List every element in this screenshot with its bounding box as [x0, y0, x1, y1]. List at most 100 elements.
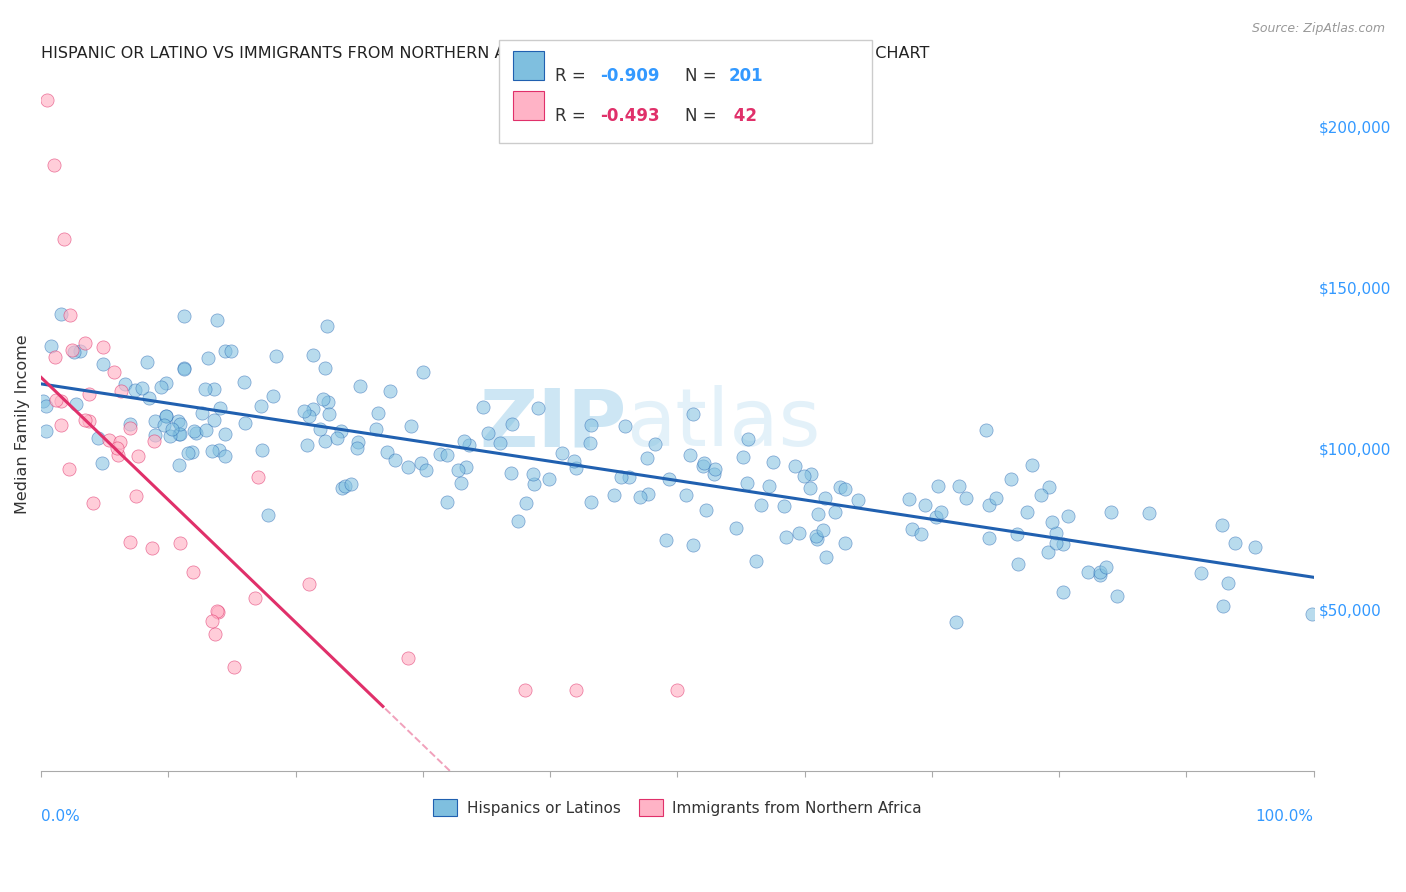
Point	[202, 382, 225, 396]
Point	[35, 400, 58, 414]
Point	[143, 428, 166, 442]
Point	[806, 528, 828, 542]
Point	[682, 408, 704, 422]
Text: N =: N =	[685, 67, 721, 85]
Point	[655, 533, 678, 547]
Text: -0.493: -0.493	[600, 107, 659, 125]
Point	[31, 394, 53, 409]
Point	[207, 605, 229, 619]
Point	[309, 422, 332, 436]
Point	[527, 401, 550, 415]
Point	[214, 449, 236, 463]
Point	[349, 378, 371, 392]
Point	[977, 498, 1000, 512]
Point	[169, 535, 191, 549]
Point	[120, 417, 142, 431]
Point	[160, 422, 183, 436]
Point	[330, 481, 353, 495]
Point	[366, 422, 388, 436]
Point	[925, 510, 948, 524]
Point	[77, 387, 100, 401]
Point	[205, 313, 228, 327]
Point	[477, 425, 499, 440]
Point	[159, 429, 181, 443]
Point	[105, 441, 128, 455]
Point	[292, 404, 315, 418]
Point	[458, 438, 481, 452]
Point	[834, 482, 856, 496]
Text: ZIP: ZIP	[479, 385, 627, 463]
Point	[522, 467, 544, 481]
Legend: Hispanics or Latinos, Immigrants from Northern Africa: Hispanics or Latinos, Immigrants from No…	[427, 793, 928, 822]
Point	[1216, 576, 1239, 591]
Point	[807, 508, 830, 522]
Text: R =: R =	[555, 107, 592, 125]
Point	[693, 456, 716, 470]
Point	[813, 491, 835, 506]
Point	[762, 455, 785, 469]
Point	[108, 435, 131, 450]
Point	[173, 309, 195, 323]
Point	[222, 660, 245, 674]
Point	[793, 468, 815, 483]
Point	[453, 434, 475, 448]
Point	[636, 451, 658, 466]
Point	[628, 490, 651, 504]
Point	[75, 413, 97, 427]
Point	[257, 508, 280, 522]
Point	[900, 522, 922, 536]
Point	[1021, 458, 1043, 472]
Point	[302, 402, 325, 417]
Point	[214, 427, 236, 442]
Point	[679, 448, 702, 462]
Point	[565, 460, 588, 475]
Point	[1212, 599, 1234, 613]
Point	[603, 488, 626, 502]
Point	[181, 566, 204, 580]
Point	[250, 399, 273, 413]
Point	[450, 475, 472, 490]
Point	[120, 420, 142, 434]
Point	[737, 433, 759, 447]
Point	[184, 426, 207, 441]
Point	[799, 481, 821, 495]
Point	[515, 496, 537, 510]
Point	[326, 431, 349, 445]
Point	[219, 343, 242, 358]
Point	[412, 365, 434, 379]
Point	[695, 503, 717, 517]
Point	[53, 232, 76, 246]
Point	[1057, 508, 1080, 523]
Point	[513, 683, 536, 698]
Point	[380, 384, 402, 398]
Point	[298, 576, 321, 591]
Point	[644, 436, 666, 450]
Point	[51, 307, 73, 321]
Point	[87, 431, 110, 445]
Point	[1088, 567, 1111, 582]
Point	[1189, 566, 1212, 580]
Point	[1040, 515, 1063, 529]
Point	[201, 444, 224, 458]
Point	[191, 406, 214, 420]
Text: Source: ZipAtlas.com: Source: ZipAtlas.com	[1251, 22, 1385, 36]
Point	[58, 462, 80, 476]
Text: 201: 201	[728, 67, 763, 85]
Point	[149, 380, 172, 394]
Point	[703, 467, 725, 482]
Point	[167, 414, 190, 428]
Point	[1107, 590, 1129, 604]
Point	[347, 434, 370, 449]
Point	[107, 448, 129, 462]
Point	[396, 651, 419, 665]
Point	[138, 391, 160, 405]
Point	[194, 423, 217, 437]
Y-axis label: Median Family Income: Median Family Income	[15, 334, 30, 514]
Point	[366, 406, 388, 420]
Point	[1052, 537, 1074, 551]
Point	[613, 419, 636, 434]
Point	[429, 447, 451, 461]
Point	[125, 489, 148, 503]
Point	[62, 344, 84, 359]
Text: R =: R =	[555, 67, 592, 85]
